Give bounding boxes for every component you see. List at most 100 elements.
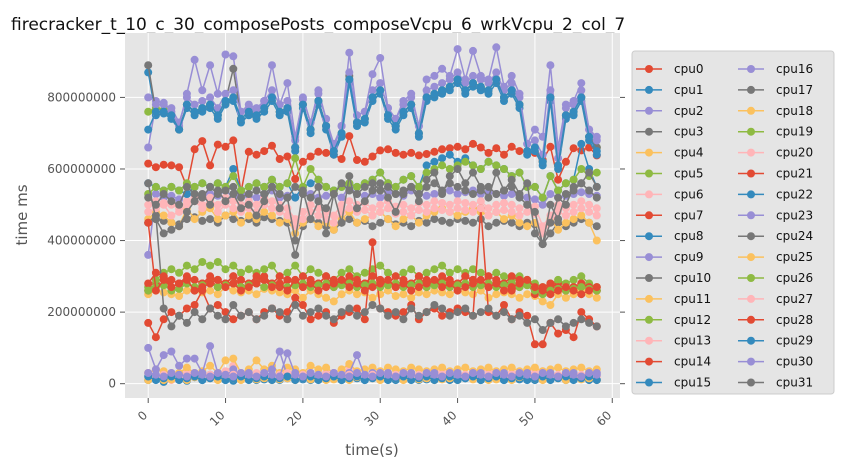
- data-point: [329, 190, 338, 198]
- data-point: [306, 200, 315, 209]
- data-point: [229, 86, 238, 95]
- data-point: [198, 258, 207, 266]
- data-point: [492, 43, 501, 52]
- data-point: [198, 315, 207, 324]
- data-point: [182, 318, 191, 327]
- data-point: [507, 372, 516, 381]
- data-point: [260, 182, 269, 191]
- data-point: [353, 311, 361, 320]
- data-point: [206, 215, 215, 224]
- data-point: [291, 250, 300, 259]
- data-point: [492, 190, 501, 198]
- data-point: [391, 292, 400, 300]
- data-point: [306, 265, 315, 274]
- x-tick-label: 40: [439, 408, 460, 429]
- legend-entry: cpu29: [738, 334, 813, 348]
- data-point: [283, 97, 292, 105]
- data-point: [175, 186, 184, 195]
- data-point: [260, 97, 269, 105]
- data-point: [453, 197, 462, 206]
- data-point: [368, 152, 377, 161]
- data-point: [182, 207, 191, 216]
- data-point: [476, 204, 485, 213]
- data-point: [469, 168, 477, 177]
- data-point: [345, 172, 354, 181]
- data-point: [523, 200, 532, 209]
- data-point: [314, 211, 323, 220]
- data-point: [314, 304, 323, 313]
- legend-marker: [747, 357, 755, 366]
- data-point: [438, 372, 447, 381]
- data-point: [399, 279, 408, 288]
- data-point: [368, 293, 377, 302]
- data-point: [345, 272, 354, 281]
- data-point: [538, 297, 547, 306]
- data-point: [229, 279, 238, 288]
- data-point: [384, 204, 392, 213]
- data-point: [554, 363, 563, 372]
- data-point: [237, 275, 245, 284]
- data-point: [159, 200, 168, 209]
- legend-marker: [645, 378, 653, 387]
- legend-marker: [747, 294, 755, 303]
- data-point: [314, 286, 323, 295]
- data-point: [268, 304, 276, 313]
- data-point: [507, 207, 516, 216]
- legend-entry: cpu31: [738, 376, 813, 390]
- data-point: [353, 290, 361, 299]
- data-point: [229, 52, 238, 61]
- legend-entry: cpu11: [636, 292, 711, 306]
- legend-label: cpu21: [776, 167, 813, 181]
- data-point: [422, 93, 431, 102]
- data-point: [368, 222, 377, 231]
- data-point: [500, 199, 508, 207]
- legend-label: cpu24: [776, 229, 813, 243]
- data-point: [175, 279, 184, 288]
- legend-box: [631, 50, 835, 395]
- legend-entry: cpu18: [738, 104, 813, 118]
- data-point: [144, 279, 153, 288]
- data-point: [538, 157, 547, 166]
- data-point: [206, 286, 215, 295]
- data-point: [484, 283, 493, 292]
- data-point: [445, 279, 454, 288]
- data-point: [182, 261, 191, 270]
- data-point: [438, 199, 447, 207]
- data-point: [569, 275, 578, 284]
- data-point: [175, 125, 184, 134]
- legend-entry: cpu24: [738, 229, 813, 243]
- data-point: [592, 147, 601, 156]
- data-point: [592, 293, 601, 302]
- data-point: [298, 186, 307, 195]
- data-point: [268, 175, 276, 184]
- data-point: [237, 193, 245, 202]
- data-point: [337, 179, 346, 188]
- data-point: [530, 315, 539, 324]
- data-point: [445, 75, 454, 84]
- data-point: [476, 165, 485, 173]
- data-point: [376, 79, 385, 88]
- data-point: [507, 315, 516, 324]
- legend-marker: [747, 378, 755, 387]
- data-point: [198, 97, 207, 105]
- data-point: [144, 125, 153, 134]
- data-point: [322, 311, 331, 320]
- data-point: [507, 200, 516, 209]
- data-point: [422, 75, 431, 84]
- data-point: [229, 261, 238, 270]
- data-point: [391, 283, 400, 292]
- data-point: [275, 372, 284, 381]
- data-point: [237, 369, 245, 377]
- data-point: [237, 114, 245, 123]
- data-point: [399, 290, 408, 299]
- data-point: [306, 215, 315, 224]
- data-point: [430, 168, 439, 177]
- data-point: [252, 104, 261, 113]
- data-point: [391, 148, 400, 157]
- data-point: [407, 204, 416, 213]
- data-point: [159, 351, 168, 360]
- data-point: [438, 154, 447, 163]
- data-point: [229, 204, 238, 213]
- data-point: [585, 207, 594, 216]
- data-point: [453, 286, 462, 295]
